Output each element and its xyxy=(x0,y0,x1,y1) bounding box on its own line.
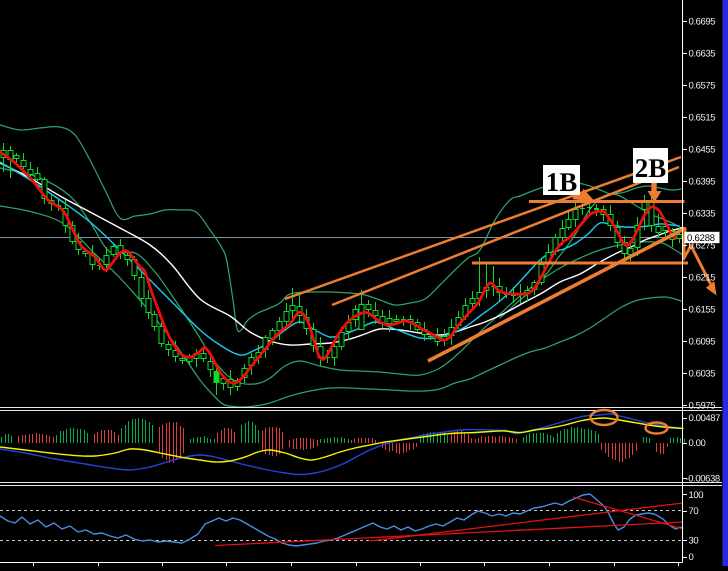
svg-text:0.6635: 0.6635 xyxy=(689,48,716,59)
svg-text:0.6455: 0.6455 xyxy=(689,145,716,156)
svg-text:30: 30 xyxy=(689,536,699,547)
svg-text:0.6395: 0.6395 xyxy=(689,177,716,188)
svg-text:1B: 1B xyxy=(546,167,578,197)
svg-text:0.6095: 0.6095 xyxy=(689,337,716,348)
svg-text:0.6515: 0.6515 xyxy=(689,112,716,123)
svg-text:100: 100 xyxy=(689,490,704,501)
svg-text:0.6695: 0.6695 xyxy=(689,16,716,27)
svg-text:-0.00638: -0.00638 xyxy=(686,474,720,485)
svg-text:0.6215: 0.6215 xyxy=(689,273,716,284)
svg-text:0.6155: 0.6155 xyxy=(689,305,716,316)
svg-text:0: 0 xyxy=(689,552,694,563)
svg-text:0.5975: 0.5975 xyxy=(689,401,716,412)
svg-text:0.00487: 0.00487 xyxy=(689,413,721,424)
svg-text:70: 70 xyxy=(689,506,699,517)
svg-text:0.00: 0.00 xyxy=(689,438,706,449)
svg-text:2B: 2B xyxy=(635,153,667,183)
svg-text:0.6335: 0.6335 xyxy=(689,209,716,220)
svg-text:0.6035: 0.6035 xyxy=(689,369,716,380)
svg-text:0.6575: 0.6575 xyxy=(689,80,716,91)
svg-text:0.6288: 0.6288 xyxy=(687,233,715,244)
